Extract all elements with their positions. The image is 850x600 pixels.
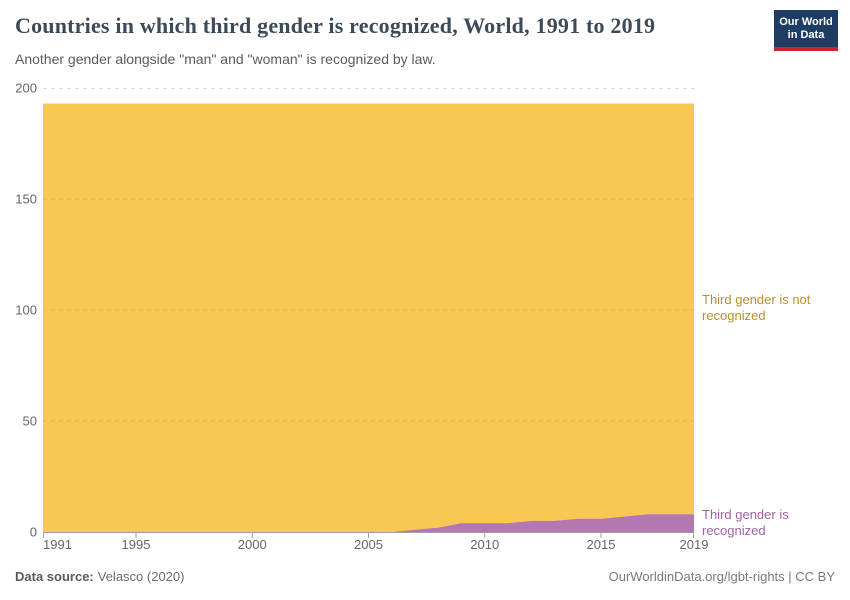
chart-subtitle: Another gender alongside "man" and "woma… — [15, 51, 436, 67]
y-axis-label: 50 — [22, 413, 37, 429]
x-axis-label: 1991 — [43, 537, 72, 552]
x-axis-label: 2019 — [679, 537, 709, 552]
stacked-area-chart[interactable] — [43, 88, 694, 538]
y-axis: 0 50 100 150 200 — [0, 81, 37, 540]
owid-logo-line2: in Data — [787, 29, 825, 41]
y-axis-label: 100 — [15, 302, 37, 318]
x-axis-label: 2010 — [470, 537, 500, 552]
owid-logo[interactable]: Our World in Data — [774, 10, 838, 51]
owid-logo-line1: Our World — [779, 16, 833, 28]
series-label-recognized[interactable]: Third gender is recognized — [702, 507, 789, 538]
area-recognized[interactable] — [43, 514, 694, 532]
area-not-recognized[interactable] — [43, 103, 694, 533]
x-axis-label: 2015 — [586, 537, 616, 552]
x-axis-label: 2005 — [354, 537, 383, 552]
data-source-value: Velasco (2020) — [97, 569, 185, 584]
y-axis-label: 0 — [29, 524, 37, 540]
x-axis: 1991 1995 2000 2005 2010 2015 2019 — [43, 537, 708, 553]
data-source-label: Data source: — [15, 569, 94, 584]
x-axis-label: 2000 — [237, 537, 267, 552]
credit-link[interactable]: OurWorldinData.org/lgbt-rights | CC BY — [608, 569, 835, 584]
plot-area[interactable] — [43, 88, 694, 538]
y-axis-label: 150 — [15, 191, 37, 207]
page-title: Countries in which third gender is recog… — [15, 13, 656, 38]
y-axis-label: 200 — [15, 80, 37, 96]
data-source: Data source: Velasco (2020) — [15, 569, 184, 584]
x-axis-label: 1995 — [121, 537, 151, 552]
series-label-not-recognized[interactable]: Third gender is not recognized — [702, 292, 811, 323]
